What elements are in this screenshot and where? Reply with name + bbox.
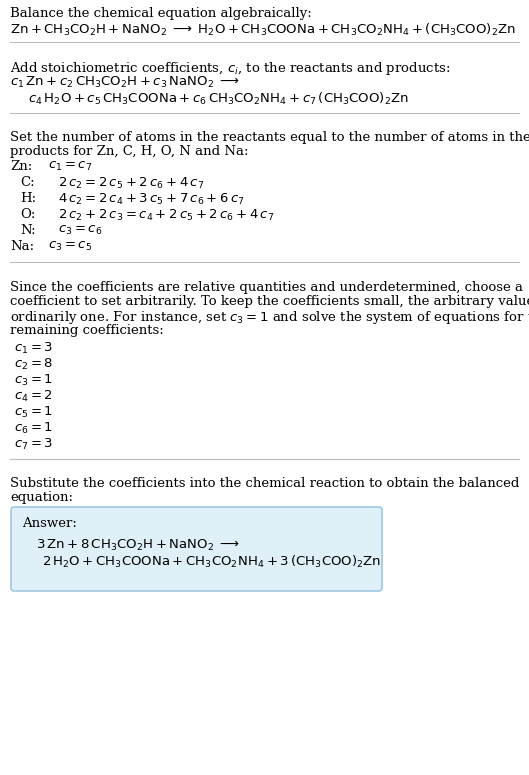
- Text: $c_3 = c_6$: $c_3 = c_6$: [58, 224, 102, 237]
- Text: $c_2 = 8$: $c_2 = 8$: [14, 356, 53, 371]
- Text: $c_1 = 3$: $c_1 = 3$: [14, 340, 53, 356]
- Text: Na:: Na:: [10, 240, 34, 253]
- Text: H:: H:: [20, 192, 36, 205]
- Text: $4\,c_2 = 2\,c_4 + 3\,c_5 + 7\,c_6 + 6\,c_7$: $4\,c_2 = 2\,c_4 + 3\,c_5 + 7\,c_6 + 6\,…: [58, 192, 244, 207]
- Text: $c_3 = c_5$: $c_3 = c_5$: [48, 240, 92, 253]
- Text: N:: N:: [20, 224, 35, 237]
- Text: Answer:: Answer:: [22, 517, 77, 530]
- Text: $c_5 = 1$: $c_5 = 1$: [14, 405, 53, 419]
- FancyBboxPatch shape: [11, 507, 382, 591]
- Text: Substitute the coefficients into the chemical reaction to obtain the balanced: Substitute the coefficients into the che…: [10, 477, 519, 490]
- Text: $\mathrm{Zn + CH_3CO_2H + NaNO_2 \;\longrightarrow\; H_2O + CH_3COONa + CH_3CO_2: $\mathrm{Zn + CH_3CO_2H + NaNO_2 \;\long…: [10, 22, 516, 38]
- Text: Zn:: Zn:: [10, 160, 32, 173]
- Text: products for Zn, C, H, O, N and Na:: products for Zn, C, H, O, N and Na:: [10, 146, 249, 159]
- Text: ordinarily one. For instance, set $c_3 = 1$ and solve the system of equations fo: ordinarily one. For instance, set $c_3 =…: [10, 309, 529, 326]
- Text: $2\,c_2 + 2\,c_3 = c_4 + 2\,c_5 + 2\,c_6 + 4\,c_7$: $2\,c_2 + 2\,c_3 = c_4 + 2\,c_5 + 2\,c_6…: [58, 208, 275, 223]
- Text: $c_1 = c_7$: $c_1 = c_7$: [48, 160, 92, 173]
- Text: remaining coefficients:: remaining coefficients:: [10, 324, 164, 337]
- Text: $c_3 = 1$: $c_3 = 1$: [14, 373, 53, 388]
- Text: $2\,c_2 = 2\,c_5 + 2\,c_6 + 4\,c_7$: $2\,c_2 = 2\,c_5 + 2\,c_6 + 4\,c_7$: [58, 176, 204, 191]
- Text: Balance the chemical equation algebraically:: Balance the chemical equation algebraica…: [10, 7, 312, 20]
- Text: Add stoichiometric coefficients, $c_i$, to the reactants and products:: Add stoichiometric coefficients, $c_i$, …: [10, 60, 450, 77]
- Text: C:: C:: [20, 176, 34, 189]
- Text: $2\,\mathrm{H_2O} + \mathrm{CH_3COONa} + \mathrm{CH_3CO_2NH_4} + 3\,\mathrm{(CH_: $2\,\mathrm{H_2O} + \mathrm{CH_3COONa} +…: [42, 553, 381, 570]
- Text: O:: O:: [20, 208, 35, 221]
- Text: Since the coefficients are relative quantities and underdetermined, choose a: Since the coefficients are relative quan…: [10, 281, 523, 294]
- Text: $3\,\mathrm{Zn} + 8\,\mathrm{CH_3CO_2H} + \mathrm{NaNO_2} \;\longrightarrow$: $3\,\mathrm{Zn} + 8\,\mathrm{CH_3CO_2H} …: [36, 538, 240, 553]
- Text: $c_4 = 2$: $c_4 = 2$: [14, 388, 53, 404]
- Text: coefficient to set arbitrarily. To keep the coefficients small, the arbitrary va: coefficient to set arbitrarily. To keep …: [10, 295, 529, 308]
- Text: $c_6 = 1$: $c_6 = 1$: [14, 421, 53, 436]
- Text: $c_1\,\mathrm{Zn} + c_2\,\mathrm{CH_3CO_2H} + c_3\,\mathrm{NaNO_2} \;\longrighta: $c_1\,\mathrm{Zn} + c_2\,\mathrm{CH_3CO_…: [10, 74, 240, 90]
- Text: $c_7 = 3$: $c_7 = 3$: [14, 436, 53, 452]
- Text: Set the number of atoms in the reactants equal to the number of atoms in the: Set the number of atoms in the reactants…: [10, 131, 529, 144]
- Text: equation:: equation:: [10, 491, 73, 505]
- Text: $c_4\,\mathrm{H_2O} + c_5\,\mathrm{CH_3COONa} + c_6\,\mathrm{CH_3CO_2NH_4} + c_7: $c_4\,\mathrm{H_2O} + c_5\,\mathrm{CH_3C…: [28, 91, 409, 107]
